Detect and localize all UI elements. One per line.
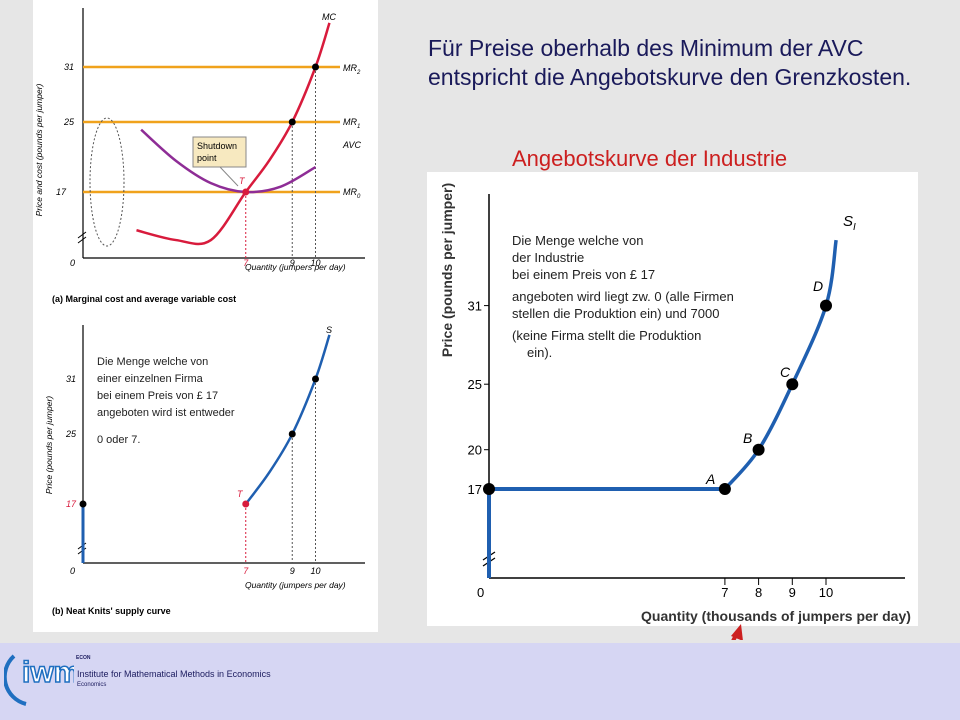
chart-c-xtick-8: 8 [755,585,762,600]
chart-a-dotted-ellipse [89,117,125,247]
chart-b-xtick-0: 0 [70,566,75,576]
chart-a-ytick-25: 25 [63,117,75,127]
slide-heading: Für Preise oberhalb des Minimum der AVC … [428,35,912,90]
note-b-line-1: Die Menge welche von [97,356,208,368]
chart-b-ytick-31: 31 [66,374,76,384]
charts-canvas: Price and cost (pounds per jumper) Quant… [34,8,911,640]
chart-a-point-1 [288,118,296,126]
note-c-line-2: der Industrie [512,250,584,265]
point-b [752,443,765,456]
point-a [718,483,731,495]
chart-c-ytick-31: 31 [468,299,482,314]
chart-a-xtick-7: 7 [243,258,249,268]
note-c-line-6: (keine Firma stellt die Produktion [512,328,701,343]
point-c [786,378,799,391]
chart-a: Price and cost (pounds per jumper) Quant… [34,8,365,304]
note-b-line-2: einer einzelnen Firma [97,373,204,385]
chart-a-xtick-0: 0 [70,258,75,268]
slide-subheading: Angebotskurve der Industrie [512,146,788,171]
footer-subtitle: Economics [77,682,107,688]
chart-a-axis-break [77,231,87,244]
chart-c-xtick-0: 0 [477,585,484,600]
logo-text: iwm [22,656,74,689]
point-d-label: D [813,278,823,294]
mr1-label: MR1 [343,117,360,130]
avc-curve [140,128,317,194]
chart-b-xlabel: Quantity (jumpers per day) [245,580,346,590]
mr2-label: MR2 [343,63,361,76]
left-panel [33,0,378,632]
note-c-line-5: stellen die Produktion ein) und 7000 [512,306,719,321]
note-c-line-4: angeboten wird liegt zw. 0 (alle Firmen [512,289,734,304]
chart-b-xtick-10: 10 [310,566,320,576]
chart-a-point-2 [312,63,319,71]
note-c-line-7: ein). [527,345,552,360]
point-b-label: B [743,430,752,446]
chart-b-title: (b) Neat Knits' supply curve [52,606,171,616]
chart-b-xtick-9: 9 [290,566,295,576]
chart-c-note: Die Menge welche von der Industrie bei e… [512,233,734,360]
chart-b-xtick-7: 7 [243,566,249,576]
footer-bar [0,643,960,720]
chart-b-ylabel: Price (pounds per jumper) [44,396,54,494]
chart-c-xtick-7: 7 [721,585,728,600]
note-c-line-1: Die Menge welche von [512,233,644,248]
chart-c-ytick-25: 25 [468,377,482,392]
chart-c-xtick-10: 10 [819,585,833,600]
point-c-label: C [780,364,791,380]
chart-a-xtick-10: 10 [310,258,320,268]
footer-institute: Institute for Mathematical Methods in Ec… [77,669,271,679]
chart-industry: Price (pounds per jumper) Quantity (thou… [439,183,911,624]
shutdown-label-line1: Shutdown [197,141,237,151]
mc-curve [136,22,331,246]
chart-b-note: Die Menge welche von einer einzelnen Fir… [97,356,235,446]
mc-label: MC [322,12,336,22]
shutdown-label-line2: point [197,153,217,163]
chart-b-s-label: S [326,325,332,335]
chart-b-point-1 [79,500,87,508]
chart-a-title: (a) Marginal cost and average variable c… [52,294,236,304]
note-c-line-3: bei einem Preis von £ 17 [512,267,655,282]
chart-a-ylabel: Price and cost (pounds per jumper) [34,83,44,216]
chart-a-ytick-17: 17 [56,187,67,197]
chart-a-ytick-31: 31 [64,62,74,72]
chart-a-xlabel: Quantity (jumpers per day) [245,262,346,272]
chart-b-point-3 [312,375,319,383]
shutdown-label-box [192,136,247,168]
chart-b-ytick-25: 25 [65,429,77,439]
chart-c-xlabel: Quantity (thousands of jumpers per day) [641,608,911,624]
chart-b: Price (pounds per jumper) Quantity (jump… [44,325,365,616]
note-b-line-4: angeboten wird ist entweder [97,407,235,419]
chart-c-xtick-9: 9 [789,585,796,600]
point-a-label: A [705,471,715,487]
point-t-label-b: T [237,489,244,499]
chart-b-ytick-17: 17 [66,499,77,509]
supply-curve-b [244,334,331,505]
chart-b-point-0 [242,500,250,508]
chart-a-xtick-9: 9 [290,258,295,268]
logo-swoosh [4,654,27,706]
shutdown-pointer [219,166,239,187]
note-b-line-3: bei einem Preis von £ 17 [97,390,218,402]
footer-econ: ECON [76,655,91,661]
red-arrow-icon [731,624,743,640]
chart-a-point-0 [242,188,250,196]
note-b-line-5: 0 oder 7. [97,434,140,446]
chart-c-ytick-17: 17 [468,482,482,497]
chart-c-ylabel: Price (pounds per jumper) [439,183,455,357]
avc-label: AVC [342,140,362,150]
point-t-label-a: T [239,176,246,186]
chart-b-point-2 [288,430,296,438]
chart-c-ytick-20: 20 [468,443,482,458]
iwm-logo: iwm [4,654,74,706]
mr0-label: MR0 [343,187,361,200]
chart-c-s-label: SI [843,213,856,233]
point-d [820,299,832,312]
